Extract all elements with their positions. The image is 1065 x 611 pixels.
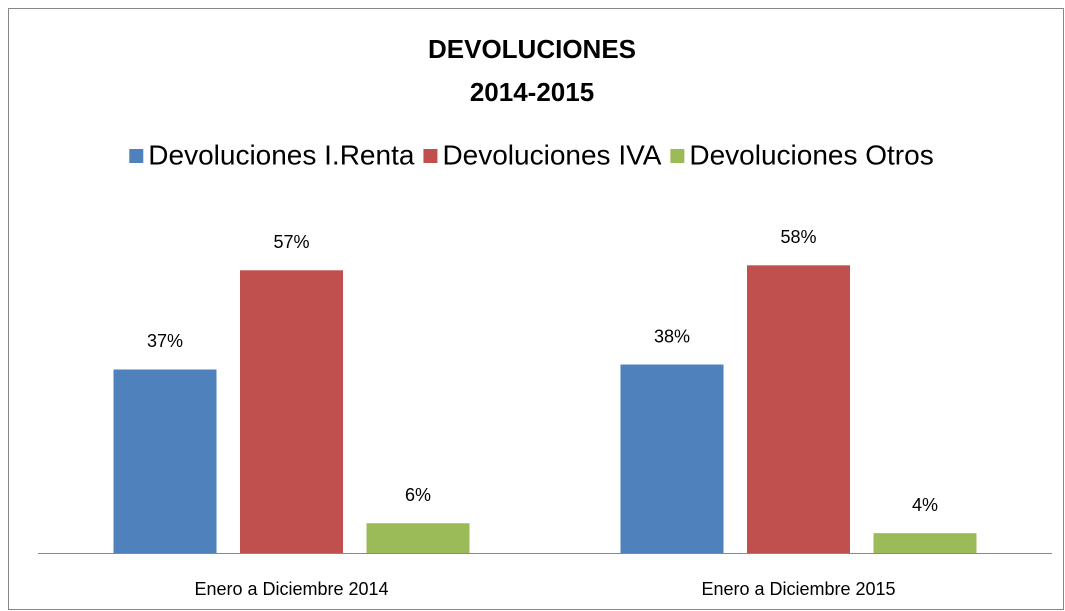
- value-label: 6%: [405, 485, 431, 505]
- legend-swatch: [129, 149, 144, 163]
- chart-title: DEVOLUCIONES: [428, 34, 636, 64]
- legend-swatch: [670, 149, 685, 163]
- bar: [240, 270, 343, 553]
- value-label: 4%: [912, 495, 938, 515]
- legend-label: Devoluciones I.Renta: [148, 139, 415, 170]
- bar: [113, 369, 217, 553]
- legend-label: Devoluciones IVA: [442, 139, 661, 170]
- x-tick-label: Enero a Diciembre 2015: [701, 579, 895, 599]
- value-label: 57%: [273, 232, 309, 252]
- bar: [366, 523, 470, 553]
- legend-label: Devoluciones Otros: [689, 139, 933, 170]
- value-label: 58%: [780, 227, 816, 247]
- chart-title: 2014-2015: [470, 77, 594, 107]
- x-tick-label: Enero a Diciembre 2014: [194, 579, 388, 599]
- bar: [873, 533, 977, 553]
- value-label: 37%: [147, 331, 183, 351]
- value-label: 38%: [654, 326, 690, 346]
- legend-swatch: [423, 149, 438, 163]
- bar: [620, 364, 724, 553]
- bar: [747, 265, 850, 553]
